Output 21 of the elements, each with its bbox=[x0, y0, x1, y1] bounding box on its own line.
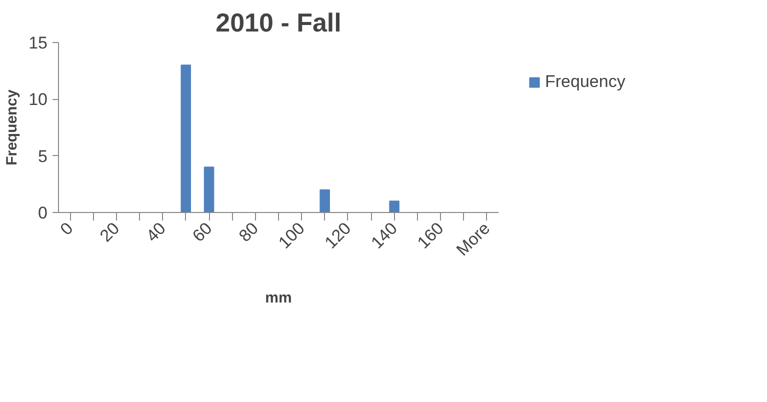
x-tick-label: 160 bbox=[414, 218, 448, 252]
bar bbox=[204, 166, 214, 212]
y-tick-label: 0 bbox=[38, 204, 48, 222]
x-tick-label: 40 bbox=[142, 218, 170, 246]
x-tick-label: 0 bbox=[56, 218, 77, 239]
bar bbox=[320, 189, 330, 212]
x-tick-label: 140 bbox=[368, 218, 402, 252]
x-tick-label: 20 bbox=[96, 218, 124, 246]
chart-title: 2010 - Fall bbox=[216, 8, 342, 38]
bar bbox=[180, 64, 191, 212]
x-tick-label: 60 bbox=[188, 218, 216, 246]
y-tick-label: 15 bbox=[28, 34, 48, 52]
x-tick-label: 100 bbox=[274, 218, 308, 252]
bar bbox=[389, 200, 400, 212]
legend-label: Frequency bbox=[545, 72, 626, 92]
y-tick-label: 5 bbox=[38, 146, 48, 166]
x-tick-label: 80 bbox=[235, 218, 262, 246]
y-tick-label: 10 bbox=[28, 90, 48, 110]
x-axis-title: mm bbox=[265, 289, 292, 306]
y-axis-title: Frequency bbox=[4, 88, 21, 166]
x-tick-label: 120 bbox=[321, 218, 355, 252]
